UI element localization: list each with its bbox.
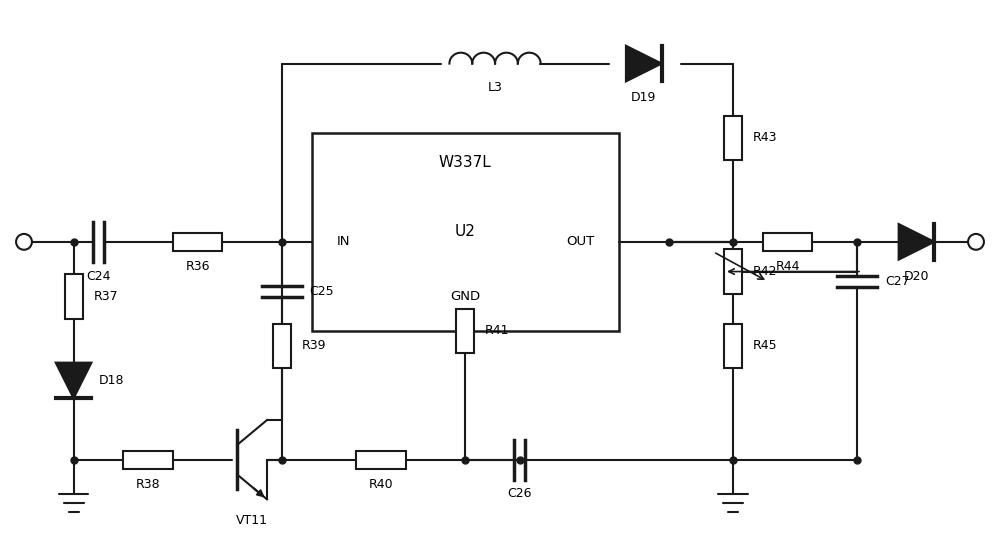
Text: R45: R45 <box>753 340 778 352</box>
Text: C24: C24 <box>86 269 111 283</box>
Polygon shape <box>626 46 662 81</box>
Text: R44: R44 <box>775 260 800 273</box>
Text: OUT: OUT <box>566 236 594 248</box>
Bar <box>724 249 742 294</box>
Bar <box>173 233 222 251</box>
Text: R41: R41 <box>485 325 510 337</box>
Text: GND: GND <box>450 290 480 303</box>
Text: IN: IN <box>336 236 350 248</box>
Polygon shape <box>899 224 934 260</box>
Bar <box>356 451 406 468</box>
Text: R37: R37 <box>93 290 118 303</box>
Text: R36: R36 <box>185 260 210 273</box>
Text: R42: R42 <box>753 265 777 278</box>
Text: U2: U2 <box>455 225 476 239</box>
Text: VT11: VT11 <box>236 514 268 527</box>
Bar <box>312 133 619 331</box>
Text: C25: C25 <box>310 285 334 298</box>
Text: C26: C26 <box>508 487 532 500</box>
Bar <box>273 324 291 368</box>
Text: R38: R38 <box>136 478 160 491</box>
Bar <box>724 116 742 160</box>
Bar <box>456 309 474 353</box>
Text: R43: R43 <box>753 132 777 144</box>
Bar <box>65 274 83 319</box>
Text: R39: R39 <box>302 340 326 352</box>
Polygon shape <box>56 363 91 398</box>
Text: R40: R40 <box>369 478 393 491</box>
Bar <box>724 324 742 368</box>
Text: W337L: W337L <box>439 155 492 170</box>
Text: C27: C27 <box>885 275 909 288</box>
Bar <box>763 233 812 251</box>
Bar <box>123 451 173 468</box>
Text: D19: D19 <box>631 91 656 105</box>
Text: L3: L3 <box>488 81 502 95</box>
Text: D18: D18 <box>98 374 124 387</box>
Text: D20: D20 <box>904 269 929 283</box>
